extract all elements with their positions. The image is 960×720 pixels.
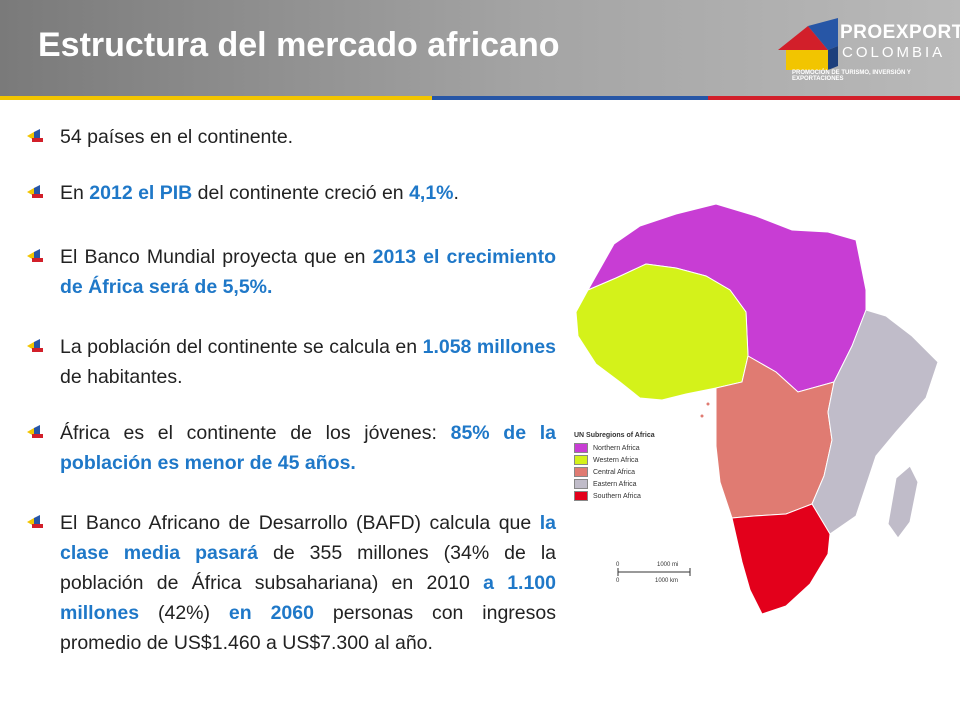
legend-label: Western Africa — [593, 456, 639, 464]
legend-label: Eastern Africa — [593, 480, 637, 488]
bullet-check-icon — [27, 425, 43, 438]
bullet-list: 54 países en el continente. En 2012 el P… — [26, 122, 556, 658]
highlight-text: 2012 el PIB — [89, 182, 193, 204]
highlight-text: a 1.100 millones — [60, 572, 556, 624]
highlight-text: en 2060 — [228, 602, 314, 624]
highlight-text: 85% de la población es menor de 45 años. — [60, 422, 556, 474]
logo-tagline: PROMOCIÓN DE TURISMO, INVERSIÓN Y EXPORT… — [792, 70, 911, 82]
body-text: La población del continente se calcula e… — [60, 336, 423, 358]
scale-miles: 1000 mi — [657, 562, 679, 568]
legend-label: Central Africa — [593, 468, 636, 476]
flag-stripes — [0, 96, 960, 100]
bullet-check-icon — [27, 129, 43, 142]
bullet-item: La población del continente se calcula e… — [26, 332, 556, 392]
bullet-item: 54 países en el continente. — [26, 122, 556, 152]
bullet-item: El Banco Africano de Desarrollo (BAFD) c… — [26, 508, 556, 658]
body-text: del continente creció en — [192, 182, 410, 204]
bullet-item: El Banco Mundial proyecta que en 2013 el… — [26, 242, 556, 302]
bullet-check-icon — [27, 185, 43, 198]
logo-name: PROEXPORT — [840, 22, 960, 43]
logo-subtitle: COLOMBIA — [842, 44, 946, 61]
bullet-text: En 2012 el PIB del continente creció en … — [60, 178, 556, 208]
bullet-text: La población del continente se calcula e… — [60, 332, 556, 392]
bullet-text: El Banco Mundial proyecta que en 2013 el… — [60, 242, 556, 302]
body-text: En — [60, 182, 90, 204]
africa-subregions-map — [575, 203, 939, 615]
region-southern-africa — [731, 503, 831, 615]
legend-item: Central Africa — [574, 466, 694, 478]
bullet-text: África es el continente de los jóvenes: … — [60, 418, 556, 478]
scale-zero-mi: 0 — [616, 562, 620, 568]
body-text: de habitantes. — [60, 366, 183, 388]
body-text: personas con ingresos promedio de US$1.4… — [60, 602, 556, 654]
bullet-check-icon — [27, 339, 43, 352]
highlight-text: la clase media pasará — [60, 512, 556, 564]
legend-swatch — [574, 455, 588, 465]
bullet-text: El Banco Africano de Desarrollo (BAFD) c… — [60, 508, 556, 658]
legend-item: Southern Africa — [574, 490, 694, 502]
legend-swatch — [574, 467, 588, 477]
legend-item: Northern Africa — [574, 442, 694, 454]
legend-item: Eastern Africa — [574, 478, 694, 490]
legend-title: UN Subregions of Africa — [574, 432, 655, 439]
legend-swatch — [574, 491, 588, 501]
body-text: 54 países en el continente. — [60, 126, 294, 148]
scale-zero-km: 0 — [616, 578, 620, 584]
legend-label: Northern Africa — [593, 444, 640, 452]
bullet-check-icon — [27, 249, 43, 262]
region-eastern-africa — [811, 309, 939, 535]
body-text: África es el continente de los jóvenes: — [60, 422, 451, 444]
body-text: de 355 millones (34% de la población de … — [60, 542, 556, 594]
map-legend: UN Subregions of Africa Northern Africa W… — [574, 432, 694, 502]
bullet-item: En 2012 el PIB del continente creció en … — [26, 178, 556, 208]
slide-title: Estructura del mercado africano — [38, 26, 560, 64]
body-text: El Banco Mundial proyecta que en — [60, 246, 373, 268]
legend-swatch — [574, 479, 588, 489]
highlight-text: 1.058 millones — [422, 336, 557, 358]
proexport-logo-icon — [778, 18, 838, 70]
body-text: (42%) — [139, 602, 229, 624]
bullet-text: 54 países en el continente. — [60, 122, 556, 152]
scale-km: 1000 km — [655, 578, 679, 584]
bullet-item: África es el continente de los jóvenes: … — [26, 418, 556, 478]
legend-swatch — [574, 443, 588, 453]
highlight-text: 2013 el crecimiento de África será de 5,… — [60, 246, 556, 298]
map-scale-bar — [617, 568, 691, 576]
body-text: . — [453, 182, 459, 204]
body-text: El Banco Africano de Desarrollo (BAFD) c… — [60, 512, 540, 534]
bullet-check-icon — [27, 515, 43, 528]
region-madagascar — [887, 465, 919, 539]
legend-item: Western Africa — [574, 454, 694, 466]
highlight-text: 4,1% — [409, 182, 454, 204]
legend-label: Southern Africa — [593, 492, 641, 500]
